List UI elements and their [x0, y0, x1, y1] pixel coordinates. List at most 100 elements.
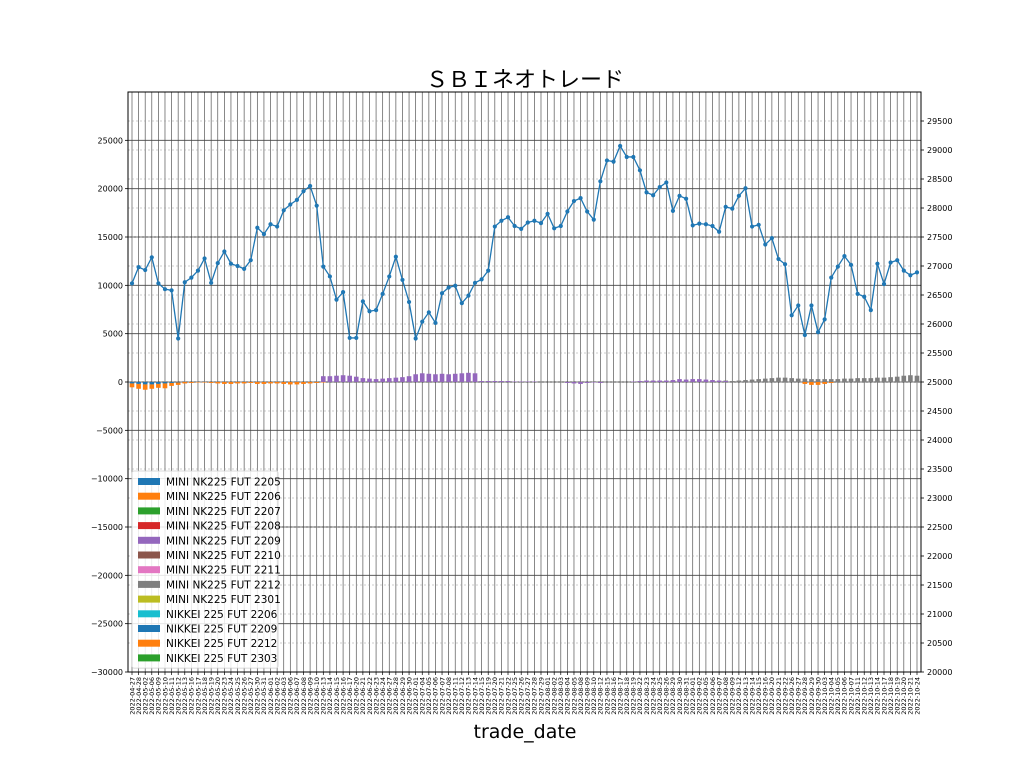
x-tick-label: 2022-10-04 — [828, 677, 836, 715]
x-tick-label: 2022-08-17 — [616, 677, 624, 715]
legend-swatch — [138, 536, 160, 544]
bar — [756, 379, 761, 382]
x-tick-label: 2022-07-27 — [524, 677, 532, 715]
price-point — [664, 180, 669, 185]
x-tick-label: 2022-08-01 — [544, 677, 552, 715]
price-point — [538, 220, 544, 226]
x-tick-label: 2022-08-18 — [623, 677, 631, 715]
price-point — [242, 266, 247, 271]
x-tick-label: 2022-06-06 — [287, 677, 295, 715]
bar — [644, 380, 649, 382]
y-tick-label-right: 29500 — [927, 117, 952, 126]
bar — [360, 378, 366, 382]
x-tick-label: 2022-07-15 — [478, 677, 486, 715]
price-point — [261, 232, 267, 237]
bar — [828, 382, 834, 383]
price-point — [479, 277, 484, 282]
bar — [129, 383, 135, 388]
legend-label: NIKKEI 225 FUT 2206 — [166, 609, 278, 621]
x-tick-label: 2022-06-08 — [300, 677, 308, 715]
bar — [222, 382, 227, 384]
x-tick-label: 2022-08-02 — [550, 677, 558, 715]
price-point — [459, 301, 464, 306]
x-tick-label: 2022-08-04 — [564, 677, 572, 715]
legend-label: MINI NK225 FUT 2212 — [166, 579, 281, 591]
price-point — [255, 225, 260, 230]
x-tick-label: 2022-06-13 — [320, 677, 328, 715]
x-tick-label: 2022-07-22 — [504, 677, 512, 715]
x-tick-label: 2022-09-27 — [795, 677, 803, 715]
price-point — [756, 222, 761, 227]
x-tick-label: 2022-07-20 — [491, 677, 499, 715]
x-tick-label: 2022-07-19 — [485, 677, 493, 715]
x-tick-label: 2022-08-05 — [570, 677, 578, 715]
price-point — [862, 294, 867, 299]
bar — [156, 383, 161, 388]
legend-label: MINI NK225 FUT 2209 — [166, 535, 281, 547]
price-point — [611, 159, 616, 164]
price-point — [571, 198, 577, 204]
price-point — [657, 185, 662, 190]
bar — [782, 377, 788, 382]
bar — [769, 378, 775, 382]
bar — [776, 377, 781, 382]
price-point — [492, 224, 497, 229]
bar — [175, 382, 181, 385]
price-point — [763, 242, 768, 247]
legend-swatch — [138, 492, 160, 500]
x-tick-label: 2022-10-17 — [880, 677, 888, 715]
bar — [591, 382, 597, 383]
bar — [459, 373, 465, 382]
legend-label: MINI NK225 FUT 2210 — [166, 550, 281, 562]
price-point — [334, 297, 339, 302]
bar — [314, 382, 320, 383]
bar — [485, 381, 491, 382]
bar — [255, 382, 260, 384]
bar — [697, 379, 702, 382]
bar — [888, 377, 893, 382]
bar — [380, 378, 385, 382]
price-point — [275, 224, 280, 229]
y-tick-label-left: −20000 — [91, 571, 123, 580]
price-point — [789, 313, 794, 318]
bar — [215, 382, 221, 384]
x-tick-label: 2022-05-23 — [221, 677, 229, 715]
bar — [664, 380, 669, 382]
x-tick-label: 2022-05-24 — [227, 677, 235, 715]
price-point — [532, 218, 537, 223]
legend-label: NIKKEI 225 FUT 2209 — [166, 624, 277, 636]
x-tick-label: 2022-04-27 — [128, 677, 136, 715]
y-tick-label-right: 22000 — [927, 552, 952, 561]
price-point — [558, 223, 563, 229]
x-tick-label: 2022-05-20 — [214, 677, 222, 715]
x-tick-label: 2022-09-14 — [748, 677, 756, 715]
price-point — [631, 154, 636, 160]
bar — [241, 382, 247, 384]
price-point — [585, 209, 590, 214]
price-point — [453, 283, 458, 288]
price-point — [466, 293, 471, 298]
x-tick-label: 2022-09-21 — [775, 677, 783, 715]
bar — [149, 382, 155, 385]
price-point — [855, 291, 860, 296]
bar — [479, 381, 484, 382]
y-tick-label-left: −5000 — [96, 426, 123, 435]
x-tick-label: 2022-06-23 — [372, 677, 380, 715]
bar — [175, 382, 181, 383]
bar — [208, 382, 214, 383]
price-point — [743, 186, 748, 191]
bar — [683, 379, 689, 382]
bar — [670, 380, 676, 382]
price-point — [387, 274, 392, 279]
price-point — [519, 226, 524, 231]
price-point — [393, 254, 398, 259]
bar — [908, 375, 913, 382]
bar — [855, 378, 860, 382]
right-axis-ticks: 20000 20500 21000 21500 22000 22500 23000 23500… — [921, 117, 952, 677]
price-point — [651, 193, 656, 198]
price-point — [354, 335, 359, 341]
bar — [512, 381, 517, 383]
x-tick-label: 2022-05-09 — [155, 677, 163, 715]
bar — [578, 382, 583, 384]
x-tick-label: 2022-06-17 — [346, 677, 354, 715]
